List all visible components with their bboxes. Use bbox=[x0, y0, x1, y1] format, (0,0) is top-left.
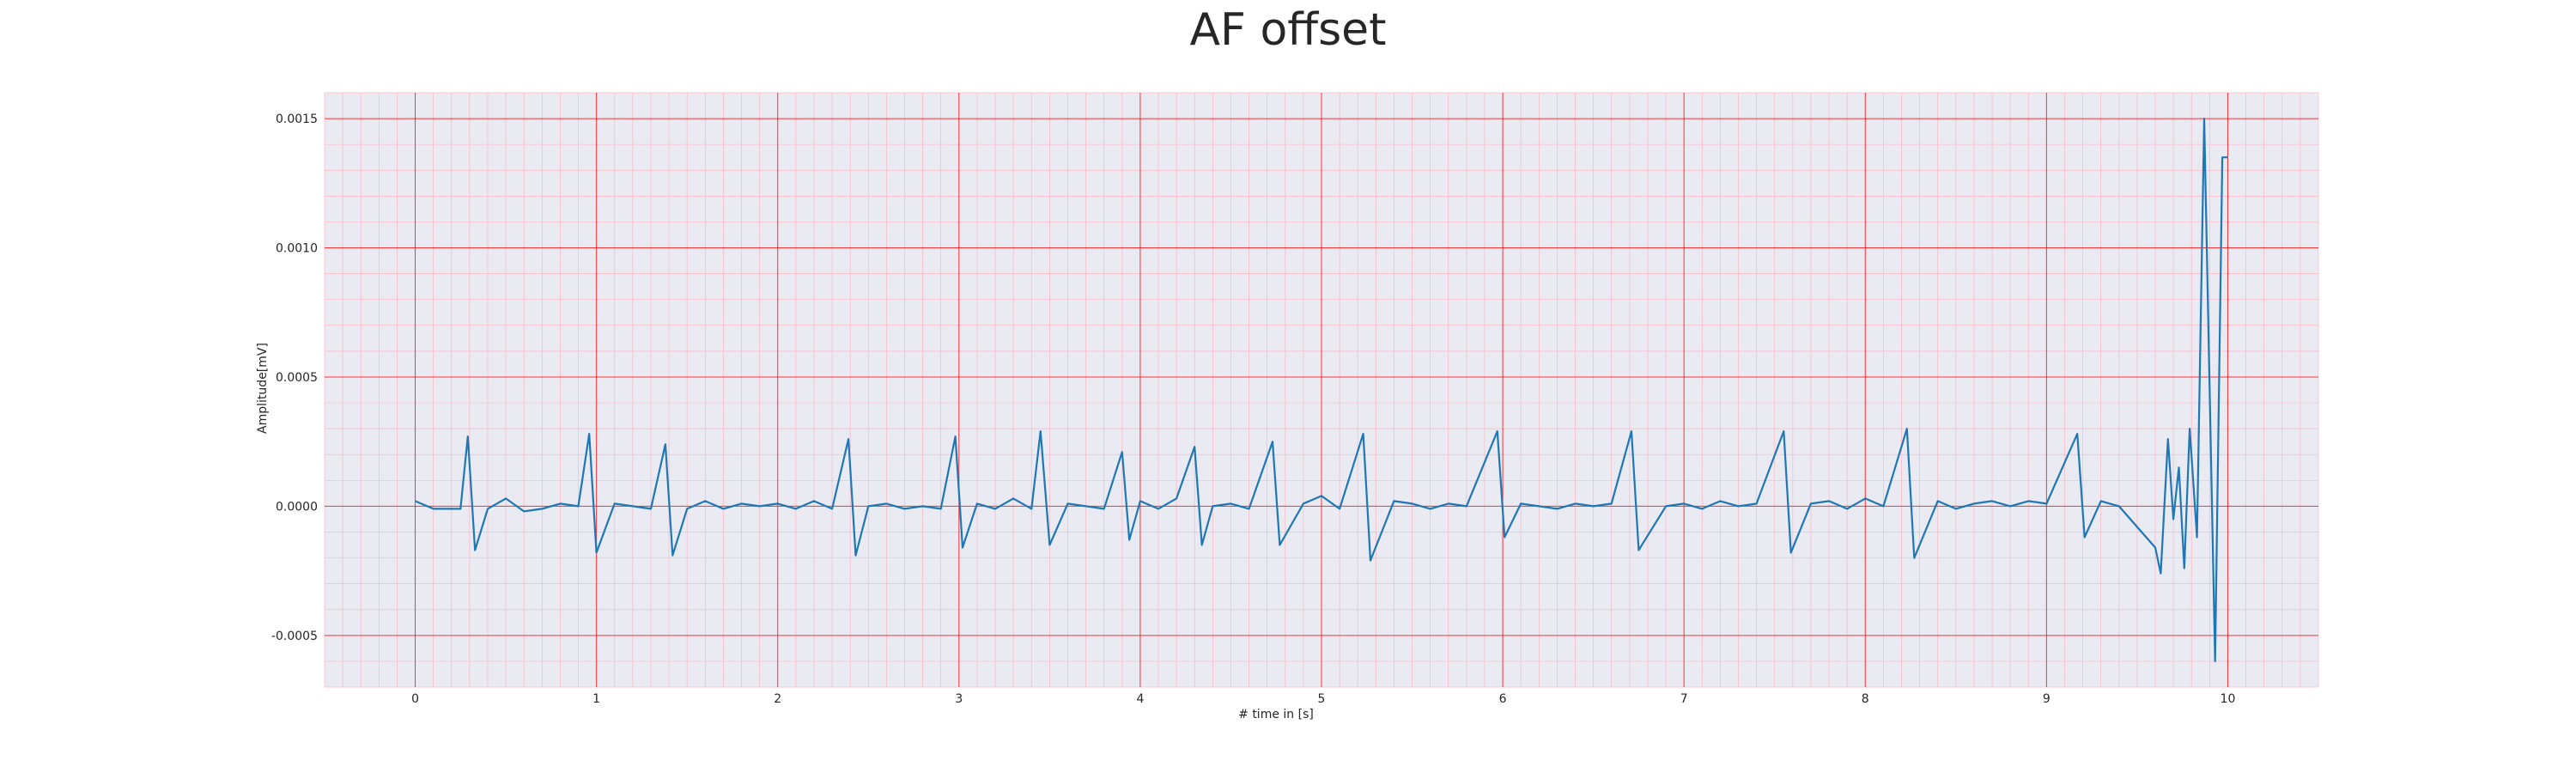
y-tick-label: 0.0015 bbox=[276, 113, 318, 126]
x-tick-label: 7 bbox=[1680, 692, 1688, 706]
chart-title: AF offset bbox=[1189, 4, 1386, 56]
y-axis-label: Amplitude[mV] bbox=[256, 343, 270, 434]
y-tick-label: 0.0005 bbox=[276, 371, 318, 385]
x-axis-label: # time in [s] bbox=[1238, 708, 1314, 721]
x-tick-label: 1 bbox=[592, 692, 600, 706]
x-tick-label: 4 bbox=[1136, 692, 1144, 706]
x-tick-label: 0 bbox=[411, 692, 419, 706]
signal-line bbox=[415, 118, 2228, 662]
x-tick-label: 8 bbox=[1862, 692, 1869, 706]
series-layer bbox=[415, 118, 2228, 662]
x-tick-label: 9 bbox=[2043, 692, 2050, 706]
y-tick-label: 0.0010 bbox=[276, 242, 318, 256]
x-tick-label: 5 bbox=[1318, 692, 1326, 706]
y-tick-labels: -0.0005 0.0000 0.0005 0.0010 0.0015 bbox=[271, 113, 318, 643]
major-grid bbox=[325, 93, 2318, 687]
x-tick-label: 3 bbox=[955, 692, 963, 706]
x-tick-label: 2 bbox=[774, 692, 781, 706]
y-tick-label: 0.0000 bbox=[276, 500, 318, 514]
x-tick-labels: 0 1 2 3 4 5 6 7 8 9 10 bbox=[411, 692, 2235, 706]
y-tick-label: -0.0005 bbox=[271, 630, 318, 643]
x-tick-label: 10 bbox=[2221, 692, 2236, 706]
x-tick-label: 6 bbox=[1499, 692, 1507, 706]
